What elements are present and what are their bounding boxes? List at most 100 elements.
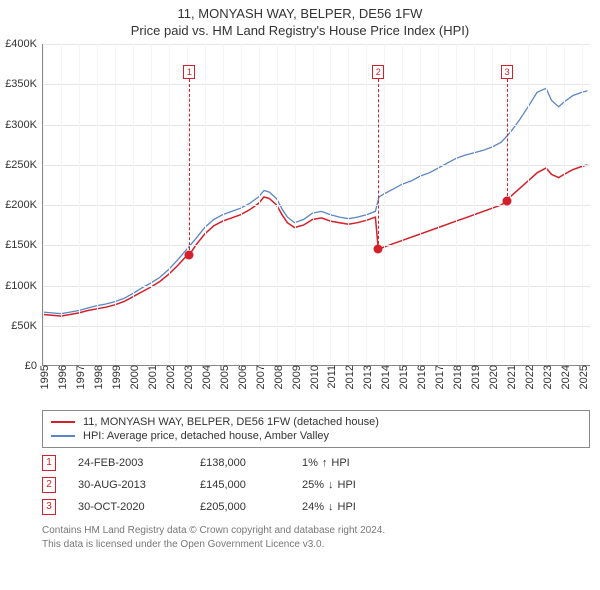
event-diff-label: HPI xyxy=(331,457,349,469)
event-price: £205,000 xyxy=(200,501,280,513)
x-tick-label: 2013 xyxy=(362,365,374,389)
event-diff-pct: 25% xyxy=(302,479,324,491)
x-gridline xyxy=(133,44,134,365)
subtitle: Price paid vs. HM Land Registry's House … xyxy=(0,21,600,44)
x-gridline xyxy=(277,44,278,365)
event-diff-label: HPI xyxy=(338,479,356,491)
event-price: £138,000 xyxy=(200,457,280,469)
x-gridline xyxy=(528,44,529,365)
y-tick-label: £100K xyxy=(5,280,43,292)
x-gridline xyxy=(151,44,152,365)
x-gridline xyxy=(61,44,62,365)
x-gridline xyxy=(366,44,367,365)
event-diff: 24%↓HPI xyxy=(302,501,356,513)
footer-line-2: This data is licensed under the Open Gov… xyxy=(42,538,590,552)
event-date: 24-FEB-2003 xyxy=(78,457,178,469)
series-property xyxy=(43,165,587,316)
x-tick-label: 2004 xyxy=(201,365,213,389)
y-tick-label: £350K xyxy=(5,78,43,90)
title: 11, MONYASH WAY, BELPER, DE56 1FW xyxy=(0,0,600,21)
x-tick-label: 2015 xyxy=(398,365,410,389)
event-marker-box: 1 xyxy=(42,455,56,471)
x-gridline xyxy=(510,44,511,365)
x-gridline xyxy=(313,44,314,365)
event-diff: 1%↑HPI xyxy=(302,457,350,469)
x-tick-label: 2024 xyxy=(560,365,572,389)
x-tick-label: 2008 xyxy=(273,365,285,389)
x-gridline xyxy=(79,44,80,365)
legend-swatch xyxy=(51,421,75,423)
event-date: 30-AUG-2013 xyxy=(78,479,178,491)
y-tick-label: £300K xyxy=(5,119,43,131)
legend-swatch xyxy=(51,435,75,437)
event-diff-pct: 24% xyxy=(302,501,324,513)
x-tick-label: 2012 xyxy=(344,365,356,389)
x-gridline xyxy=(348,44,349,365)
event-price: £145,000 xyxy=(200,479,280,491)
y-gridline xyxy=(43,326,590,327)
x-gridline xyxy=(169,44,170,365)
chart-marker-dot-1 xyxy=(185,250,194,259)
x-tick-label: 2005 xyxy=(219,365,231,389)
event-row: 330-OCT-2020£205,00024%↓HPI xyxy=(42,496,590,518)
x-tick-label: 1998 xyxy=(93,365,105,389)
x-gridline xyxy=(384,44,385,365)
x-tick-label: 2001 xyxy=(147,365,159,389)
x-gridline xyxy=(259,44,260,365)
x-gridline xyxy=(582,44,583,365)
chart-marker-line-1 xyxy=(189,79,190,255)
y-tick-label: £50K xyxy=(11,320,43,332)
chart-marker-dot-3 xyxy=(503,196,512,205)
x-gridline xyxy=(187,44,188,365)
x-tick-label: 2010 xyxy=(309,365,321,389)
x-gridline xyxy=(456,44,457,365)
x-gridline xyxy=(438,44,439,365)
y-tick-label: £250K xyxy=(5,159,43,171)
x-tick-label: 2023 xyxy=(542,365,554,389)
event-row: 2 30-AUG-2013 £145,000 25% ↓ HPI xyxy=(42,474,590,496)
legend-label: 11, MONYASH WAY, BELPER, DE56 1FW (detac… xyxy=(83,416,379,428)
chart-marker-box-1: 1 xyxy=(183,65,195,79)
y-gridline xyxy=(43,286,590,287)
x-gridline xyxy=(402,44,403,365)
x-gridline xyxy=(474,44,475,365)
x-tick-label: 2006 xyxy=(237,365,249,389)
chart-wrap: £0£50K£100K£150K£200K£250K£300K£350K£400… xyxy=(42,44,590,402)
event-row: 1 24-FEB-2003 £138,000 1%↑HPI xyxy=(42,452,590,474)
event-diff-arrow-icon: ↓ xyxy=(328,479,334,491)
legend-row: HPI: Average price, detached house, Ambe… xyxy=(51,429,581,443)
chart-marker-box-2: 2 xyxy=(372,65,384,79)
x-tick-label: 2016 xyxy=(416,365,428,389)
x-tick-label: 1997 xyxy=(75,365,87,389)
x-gridline xyxy=(115,44,116,365)
chart-container: 11, MONYASH WAY, BELPER, DE56 1FW Price … xyxy=(0,0,600,590)
chart-marker-line-3 xyxy=(507,79,508,201)
x-gridline xyxy=(492,44,493,365)
event-marker-box: 2 xyxy=(42,477,56,493)
x-tick-label: 2020 xyxy=(488,365,500,389)
y-tick-label: £200K xyxy=(5,199,43,211)
x-gridline xyxy=(97,44,98,365)
event-diff-arrow-icon: ↓ xyxy=(328,501,334,513)
event-diff: 25% ↓ HPI xyxy=(302,479,356,491)
chart-plot-area: £0£50K£100K£150K£200K£250K£300K£350K£400… xyxy=(42,44,590,366)
x-gridline xyxy=(43,44,44,365)
chart-marker-box-3: 3 xyxy=(501,65,513,79)
x-tick-label: 2021 xyxy=(506,365,518,389)
event-marker-box: 3 xyxy=(42,499,56,515)
x-tick-label: 1996 xyxy=(57,365,69,389)
x-gridline xyxy=(241,44,242,365)
x-tick-label: 1999 xyxy=(111,365,123,389)
legend: 11, MONYASH WAY, BELPER, DE56 1FW (detac… xyxy=(42,410,590,448)
x-tick-label: 1995 xyxy=(39,365,51,389)
y-tick-label: £150K xyxy=(5,239,43,251)
chart-marker-dot-2 xyxy=(374,245,383,254)
x-gridline xyxy=(205,44,206,365)
x-tick-label: 2022 xyxy=(524,365,536,389)
x-gridline xyxy=(295,44,296,365)
event-diff-pct: 1% xyxy=(302,457,318,469)
x-tick-label: 2017 xyxy=(434,365,446,389)
x-tick-label: 2009 xyxy=(291,365,303,389)
x-tick-label: 2002 xyxy=(165,365,177,389)
x-tick-label: 2007 xyxy=(255,365,267,389)
